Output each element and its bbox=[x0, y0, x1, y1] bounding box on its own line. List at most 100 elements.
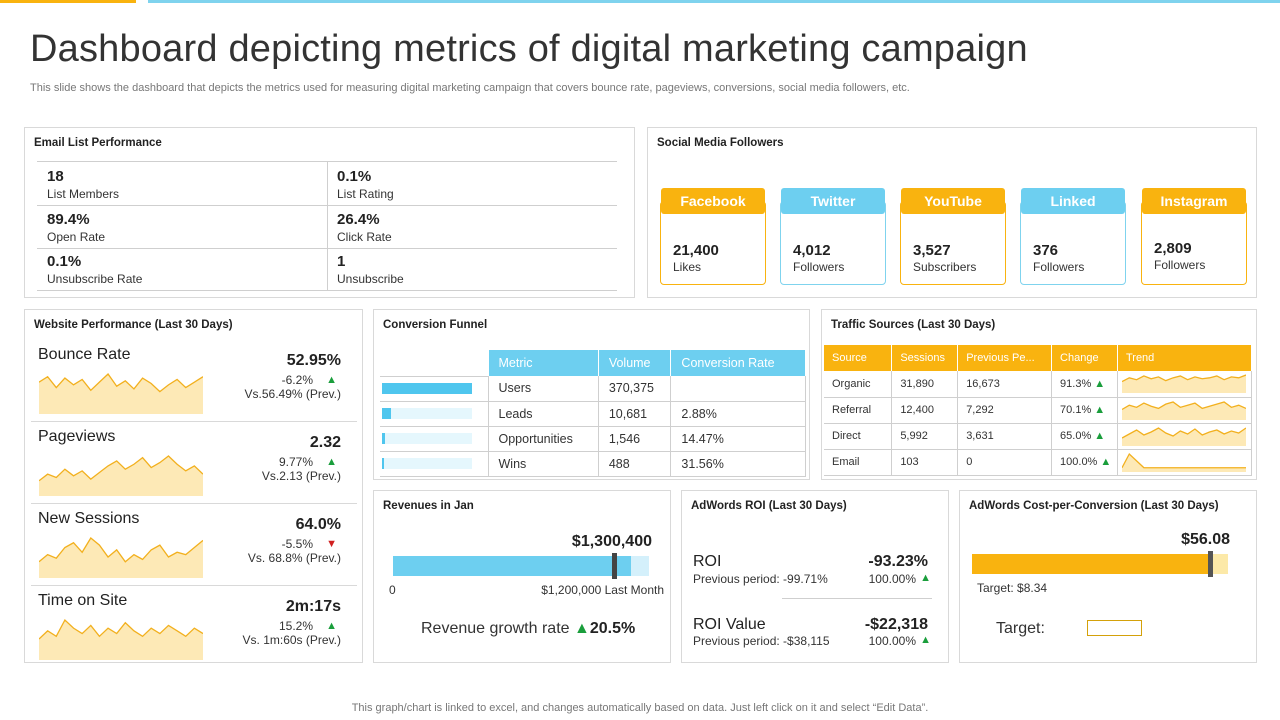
social-card-title: Instagram bbox=[1142, 188, 1246, 214]
roi-value: -93.23% bbox=[868, 553, 928, 570]
table-row: Organic 31,890 16,673 91.3% ▲ bbox=[824, 371, 1253, 398]
social-card-title: YouTube bbox=[901, 188, 1005, 214]
table-row: Leads 10,681 2.88% bbox=[380, 401, 806, 427]
trend-down-icon: ▼ bbox=[326, 538, 337, 550]
trend-up-icon: ▲ bbox=[573, 620, 590, 637]
social-media-panel: Social Media Followers Facebook 21,400 L… bbox=[647, 127, 1257, 298]
table-header: Trend bbox=[1117, 345, 1253, 371]
panel-title: Conversion Funnel bbox=[383, 319, 488, 331]
roi-percent: 100.00% bbox=[868, 572, 916, 586]
traffic-previous: 3,631 bbox=[957, 423, 1053, 450]
cpc-value: $56.08 bbox=[1181, 531, 1230, 548]
cpc-bar-fill bbox=[972, 554, 1209, 574]
social-card-title: Facebook bbox=[661, 188, 765, 214]
revenue-panel: Revenues in Jan $1,300,400 0 $1,200,000 … bbox=[373, 490, 671, 663]
sparkline-area bbox=[39, 456, 203, 496]
funnel-bar bbox=[382, 383, 472, 394]
sparkline bbox=[1121, 374, 1247, 394]
metric-unsubscribe: 1 Unsubscribe bbox=[337, 253, 404, 286]
metric-previous: Vs.56.49% (Prev.) bbox=[244, 387, 341, 401]
social-label: Followers bbox=[1033, 260, 1085, 274]
social-card-title: Linked bbox=[1021, 188, 1125, 214]
traffic-source: Organic bbox=[824, 371, 893, 398]
sparkline bbox=[1121, 452, 1246, 472]
trend-up-icon: ▲ bbox=[326, 456, 337, 468]
funnel-bar bbox=[382, 458, 472, 469]
table-header-blank bbox=[380, 350, 489, 377]
social-label: Subscribers bbox=[913, 260, 977, 274]
sparkline-area bbox=[1121, 375, 1246, 394]
metric-change: -5.5% bbox=[281, 537, 313, 551]
traffic-sources-table: Source Sessions Previous Pe... Change Tr… bbox=[824, 345, 1253, 476]
traffic-previous: 7,292 bbox=[957, 397, 1053, 424]
cpc-target-input[interactable] bbox=[1087, 620, 1142, 636]
panel-title: Social Media Followers bbox=[657, 137, 784, 149]
metric-change: -6.2% bbox=[281, 373, 313, 387]
table-header: Source bbox=[824, 345, 893, 371]
panel-title: AdWords ROI (Last 30 Days) bbox=[691, 500, 847, 512]
adwords-cpc-panel: AdWords Cost-per-Conversion (Last 30 Day… bbox=[959, 490, 1257, 663]
sparkline bbox=[39, 537, 203, 578]
table-header: Conversion Rate bbox=[670, 350, 806, 376]
trend-up-icon: ▲ bbox=[920, 634, 931, 646]
sparkline-area bbox=[39, 620, 203, 660]
metric-value: 2.32 bbox=[309, 434, 341, 451]
website-performance-panel: Website Performance (Last 30 Days) Bounc… bbox=[24, 309, 363, 663]
social-card-instagram: Instagram 2,809 Followers bbox=[1141, 188, 1247, 285]
sparkline-area bbox=[39, 538, 203, 578]
funnel-metric: Users bbox=[488, 376, 599, 402]
funnel-metric: Opportunities bbox=[488, 426, 599, 452]
social-card-youtube: YouTube 3,527 Subscribers bbox=[900, 188, 1006, 285]
sparkline-line bbox=[1121, 426, 1247, 439]
funnel-volume: 10,681 bbox=[598, 401, 672, 427]
funnel-bar bbox=[382, 408, 472, 419]
roi-value-previous: Previous period: -$38,115 bbox=[693, 634, 830, 648]
metric-previous: Vs. 68.8% (Prev.) bbox=[247, 551, 341, 565]
social-value: 2,809 bbox=[1154, 240, 1192, 257]
traffic-change: 65.0% ▲ bbox=[1051, 423, 1118, 450]
traffic-sessions: 31,890 bbox=[891, 371, 959, 398]
funnel-volume: 370,375 bbox=[598, 376, 672, 402]
adwords-roi-panel: AdWords ROI (Last 30 Days) ROI Previous … bbox=[681, 490, 949, 663]
trend-up-icon: ▲ bbox=[326, 374, 337, 386]
metric-name: Time on Site bbox=[38, 592, 128, 609]
social-value: 4,012 bbox=[793, 242, 831, 259]
social-card-title: Twitter bbox=[781, 188, 885, 214]
funnel-metric: Leads bbox=[488, 401, 599, 427]
revenue-bar-fill bbox=[393, 556, 631, 576]
sparkline-line bbox=[39, 618, 203, 640]
page-title: Dashboard depicting metrics of digital m… bbox=[30, 28, 1028, 70]
traffic-sessions: 12,400 bbox=[891, 397, 959, 424]
table-row: Wins 488 31.56% bbox=[380, 451, 806, 477]
traffic-previous: 16,673 bbox=[957, 371, 1053, 398]
funnel-rate: 14.47% bbox=[670, 426, 806, 452]
roi-value-name: ROI Value bbox=[693, 616, 766, 633]
metric-value: 52.95% bbox=[286, 352, 341, 369]
sparkline-line bbox=[39, 537, 203, 563]
metric-unsubscribe-rate: 0.1% Unsubscribe Rate bbox=[47, 253, 143, 286]
sparkline bbox=[39, 455, 203, 496]
trend-up-icon: ▲ bbox=[1094, 404, 1106, 416]
traffic-change: 70.1% ▲ bbox=[1051, 397, 1118, 424]
trend-up-icon: ▲ bbox=[920, 572, 931, 584]
table-header: Change bbox=[1051, 345, 1118, 371]
traffic-change: 91.3% ▲ bbox=[1051, 371, 1118, 398]
footer-note: This graph/chart is linked to excel, and… bbox=[351, 702, 929, 714]
traffic-change: 100.0% ▲ bbox=[1051, 449, 1118, 476]
sparkline bbox=[1121, 400, 1247, 420]
social-label: Likes bbox=[673, 260, 702, 274]
traffic-sessions: 103 bbox=[891, 449, 959, 476]
funnel-rate: 2.88% bbox=[670, 401, 806, 427]
funnel-volume: 1,546 bbox=[598, 426, 672, 452]
accent-bar-blue bbox=[148, 0, 1280, 3]
page-subtitle: This slide shows the dashboard that depi… bbox=[30, 82, 910, 94]
sparkline-line bbox=[39, 373, 203, 393]
panel-title: Email List Performance bbox=[34, 137, 162, 149]
table-header: Previous Pe... bbox=[957, 345, 1053, 371]
sparkline-line bbox=[39, 455, 203, 482]
traffic-sources-panel: Traffic Sources (Last 30 Days) Source Se… bbox=[821, 309, 1257, 480]
sparkline-line bbox=[1121, 400, 1247, 410]
conversion-funnel-table: Metric Volume Conversion Rate Users 370,… bbox=[380, 350, 806, 477]
social-value: 3,527 bbox=[913, 242, 951, 259]
sparkline-area bbox=[1121, 427, 1246, 446]
